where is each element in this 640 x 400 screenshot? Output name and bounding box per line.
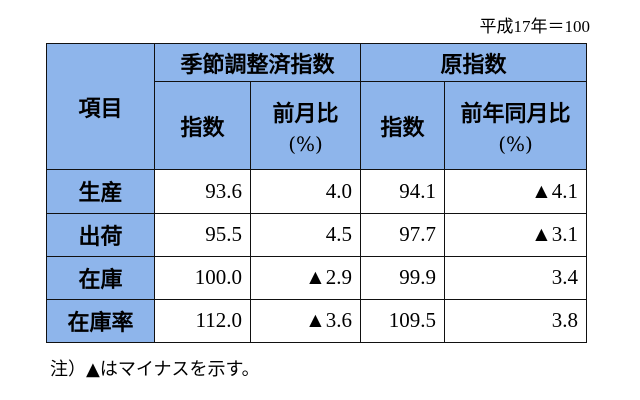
mom-cell: 4.0 [249, 169, 362, 214]
sa-index-cell: 100.0 [154, 255, 251, 300]
row-label: 生産 [46, 169, 155, 214]
orig-index-cell: 94.1 [360, 169, 446, 214]
item-header: 項目 [46, 42, 155, 171]
yoy-cell: ▲3.1 [444, 212, 588, 257]
orig-index-cell: 109.5 [360, 298, 446, 344]
orig-index-cell: 99.9 [360, 255, 446, 300]
table-row: 在庫率 112.0 ▲3.6 109.5 3.8 [46, 298, 588, 344]
yoy-cell: 3.8 [444, 298, 588, 344]
seasonal-group-header: 季節調整済指数 [153, 42, 362, 83]
orig-index-header: 指数 [360, 81, 446, 171]
mom-cell: ▲3.6 [249, 298, 362, 344]
yoy-cell: ▲4.1 [444, 169, 588, 214]
sa-index-cell: 93.6 [154, 169, 251, 214]
footnote: 注）▲はマイナスを示す。 [50, 359, 260, 380]
index-table: 項目 季節調整済指数 原指数 指数 前月比 (%) 指数 前年同月比 (%) 生… [46, 42, 588, 344]
table-row: 生産 93.6 4.0 94.1 ▲4.1 [46, 169, 588, 214]
yoy-header-unit: (%) [498, 131, 533, 156]
table-row: 出荷 95.5 4.5 97.7 ▲3.1 [46, 212, 588, 257]
mom-cell: ▲2.9 [249, 255, 362, 300]
yoy-cell: 3.4 [444, 255, 588, 300]
orig-index-cell: 97.7 [360, 212, 446, 257]
sa-index-header: 指数 [154, 81, 251, 171]
mom-header: 前月比 (%) [249, 81, 362, 171]
yoy-header-label: 前年同月比 [460, 101, 571, 127]
original-group-header: 原指数 [360, 42, 588, 83]
sa-index-cell: 95.5 [154, 212, 251, 257]
row-label: 在庫 [46, 255, 155, 300]
yoy-header: 前年同月比 (%) [444, 81, 588, 171]
sa-index-cell: 112.0 [154, 298, 251, 344]
base-year-note: 平成17年＝100 [479, 17, 591, 36]
mom-cell: 4.5 [249, 212, 362, 257]
row-label: 出荷 [46, 212, 155, 257]
row-label: 在庫率 [46, 298, 155, 344]
mom-header-unit: (%) [288, 131, 323, 156]
table-row: 在庫 100.0 ▲2.9 99.9 3.4 [46, 255, 588, 300]
mom-header-label: 前月比 [272, 101, 339, 127]
